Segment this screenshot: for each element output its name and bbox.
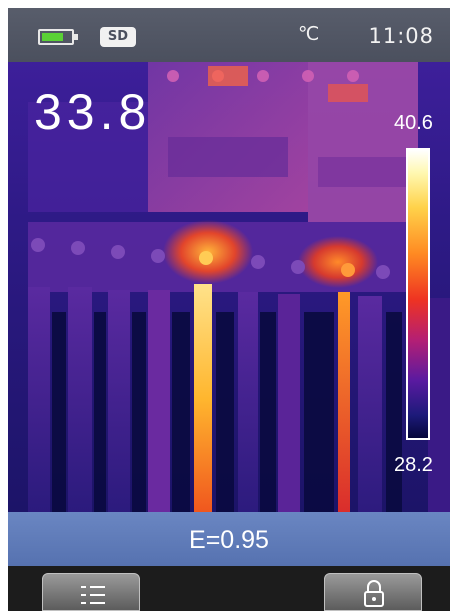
menu-button[interactable]	[42, 573, 140, 611]
lock-icon	[364, 580, 384, 607]
emissivity-display[interactable]: E=0.95	[8, 512, 450, 566]
spot-temperature-readout: 33.8	[34, 84, 152, 140]
scale-max-label: 40.6	[394, 112, 433, 134]
thermal-camera-screen: SD ℃ 11:08	[8, 8, 450, 611]
sd-card-badge: SD	[100, 27, 136, 47]
battery-icon	[38, 29, 78, 45]
battery-level-fill	[42, 33, 63, 41]
scale-min-label: 28.2	[394, 454, 433, 476]
status-bar: SD ℃ 11:08	[8, 8, 450, 62]
menu-list-icon	[81, 586, 105, 604]
temperature-unit: ℃	[298, 23, 320, 45]
softkey-bar	[8, 566, 450, 611]
lock-button[interactable]	[324, 573, 422, 611]
thermal-image-view[interactable]: 33.8 40.6 28.2	[8, 62, 450, 512]
thermal-image	[8, 62, 450, 512]
clock: 11:08	[368, 24, 434, 48]
color-scale-bar	[406, 148, 430, 440]
